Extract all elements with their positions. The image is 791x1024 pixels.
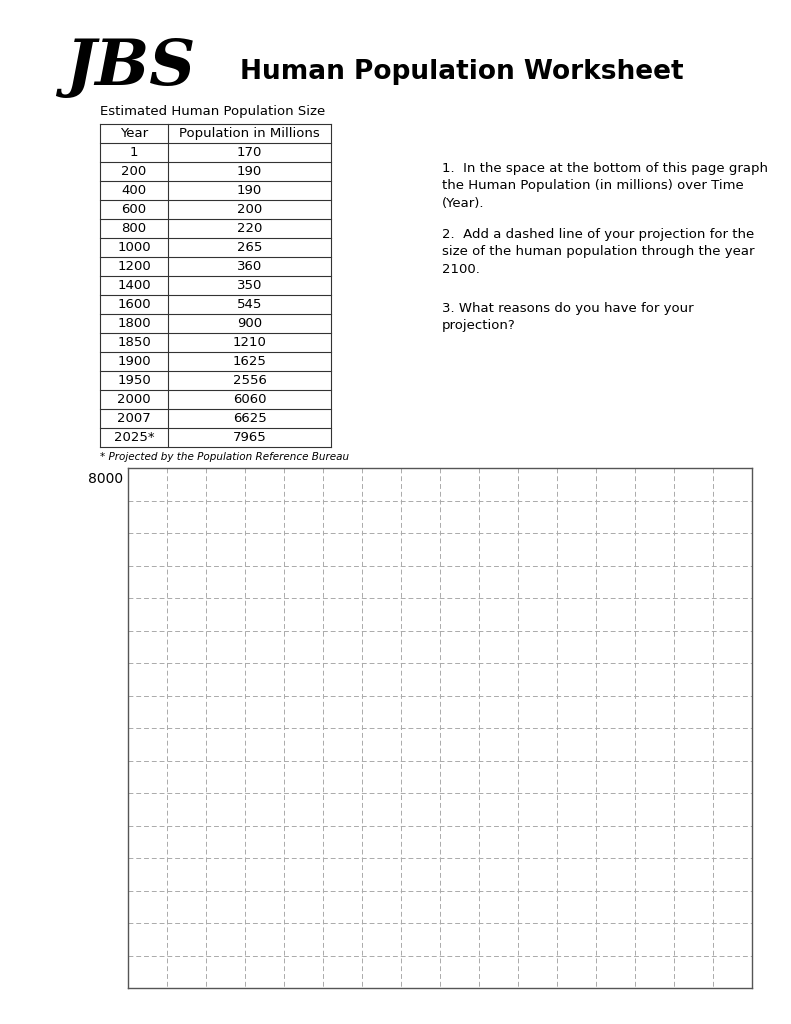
Text: 2007: 2007 xyxy=(117,412,151,425)
Text: 2556: 2556 xyxy=(233,374,267,387)
Text: 400: 400 xyxy=(122,184,146,197)
Text: Population in Millions: Population in Millions xyxy=(179,127,320,140)
Text: 350: 350 xyxy=(237,279,262,292)
Text: 2025*: 2025* xyxy=(114,431,154,444)
Text: 1200: 1200 xyxy=(117,260,151,273)
Text: 170: 170 xyxy=(237,146,262,159)
Text: 900: 900 xyxy=(237,317,262,330)
Text: 800: 800 xyxy=(122,222,146,234)
Text: 600: 600 xyxy=(122,203,146,216)
Text: 6060: 6060 xyxy=(233,393,267,406)
Text: Human Population Worksheet: Human Population Worksheet xyxy=(240,59,683,85)
Text: 545: 545 xyxy=(237,298,262,311)
Text: JBS: JBS xyxy=(65,37,195,98)
Text: * Projected by the Population Reference Bureau: * Projected by the Population Reference … xyxy=(100,452,349,462)
Text: 200: 200 xyxy=(237,203,262,216)
Text: 360: 360 xyxy=(237,260,262,273)
Text: Estimated Human Population Size: Estimated Human Population Size xyxy=(100,105,325,118)
Text: 8000: 8000 xyxy=(88,472,123,486)
Text: 1625: 1625 xyxy=(233,355,267,368)
Text: 220: 220 xyxy=(237,222,262,234)
Text: 1950: 1950 xyxy=(117,374,151,387)
Text: 1.  In the space at the bottom of this page graph
the Human Population (in milli: 1. In the space at the bottom of this pa… xyxy=(442,162,768,210)
Text: 1850: 1850 xyxy=(117,336,151,349)
Text: 1800: 1800 xyxy=(117,317,151,330)
Text: 2.  Add a dashed line of your projection for the
size of the human population th: 2. Add a dashed line of your projection … xyxy=(442,228,755,276)
Text: 1210: 1210 xyxy=(233,336,267,349)
Bar xyxy=(100,124,331,447)
Text: 190: 190 xyxy=(237,184,262,197)
Text: 2000: 2000 xyxy=(117,393,151,406)
Text: 6625: 6625 xyxy=(233,412,267,425)
Text: 1600: 1600 xyxy=(117,298,151,311)
Text: 7965: 7965 xyxy=(233,431,267,444)
Text: 200: 200 xyxy=(121,165,146,178)
Text: Year: Year xyxy=(120,127,148,140)
Text: 190: 190 xyxy=(237,165,262,178)
Text: 3. What reasons do you have for your
projection?: 3. What reasons do you have for your pro… xyxy=(442,302,694,333)
Text: 1: 1 xyxy=(130,146,138,159)
Text: 1000: 1000 xyxy=(117,241,151,254)
Text: 1400: 1400 xyxy=(117,279,151,292)
Text: 1900: 1900 xyxy=(117,355,151,368)
Text: 265: 265 xyxy=(237,241,262,254)
